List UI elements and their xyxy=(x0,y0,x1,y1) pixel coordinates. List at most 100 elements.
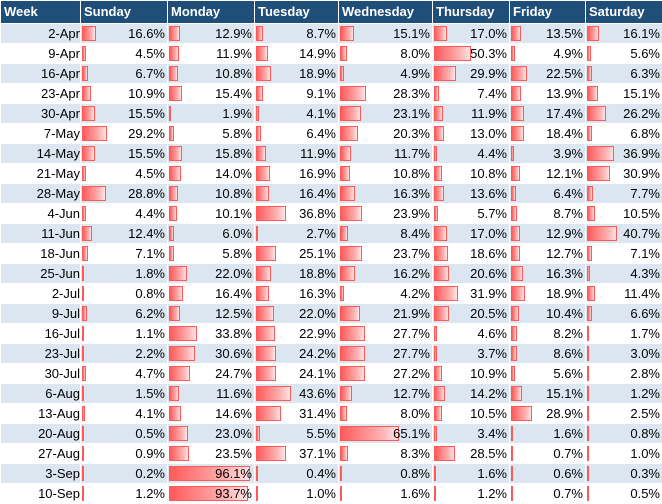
value-cell-wednesday[interactable]: 1.6% xyxy=(339,484,433,504)
week-cell[interactable]: 30-Apr xyxy=(1,104,81,124)
value-cell-thursday[interactable]: 3.4% xyxy=(433,424,510,444)
value-cell-monday[interactable]: 96.1% xyxy=(168,464,255,484)
value-cell-sunday[interactable]: 4.7% xyxy=(81,364,168,384)
value-cell-thursday[interactable]: 50.3% xyxy=(433,44,510,64)
value-cell-friday[interactable]: 15.1% xyxy=(510,384,586,404)
value-cell-sunday[interactable]: 4.5% xyxy=(81,164,168,184)
value-cell-sunday[interactable]: 4.4% xyxy=(81,204,168,224)
value-cell-thursday[interactable]: 7.4% xyxy=(433,84,510,104)
value-cell-thursday[interactable]: 14.2% xyxy=(433,384,510,404)
value-cell-thursday[interactable]: 5.7% xyxy=(433,204,510,224)
value-cell-saturday[interactable]: 6.6% xyxy=(586,304,662,324)
week-cell[interactable]: 13-Aug xyxy=(1,404,81,424)
value-cell-friday[interactable]: 13.9% xyxy=(510,84,586,104)
value-cell-wednesday[interactable]: 8.4% xyxy=(339,224,433,244)
value-cell-sunday[interactable]: 0.9% xyxy=(81,444,168,464)
col-header-friday[interactable]: Friday xyxy=(510,1,586,24)
value-cell-tuesday[interactable]: 14.9% xyxy=(255,44,339,64)
week-cell[interactable]: 11-Jun xyxy=(1,224,81,244)
value-cell-saturday[interactable]: 3.0% xyxy=(586,344,662,364)
value-cell-tuesday[interactable]: 25.1% xyxy=(255,244,339,264)
value-cell-friday[interactable]: 28.9% xyxy=(510,404,586,424)
value-cell-thursday[interactable]: 4.4% xyxy=(433,144,510,164)
col-header-monday[interactable]: Monday xyxy=(168,1,255,24)
value-cell-friday[interactable]: 12.1% xyxy=(510,164,586,184)
value-cell-tuesday[interactable]: 1.0% xyxy=(255,484,339,504)
week-cell[interactable]: 20-Aug xyxy=(1,424,81,444)
week-cell[interactable]: 23-Apr xyxy=(1,84,81,104)
value-cell-thursday[interactable]: 17.0% xyxy=(433,24,510,44)
value-cell-monday[interactable]: 14.0% xyxy=(168,164,255,184)
value-cell-saturday[interactable]: 26.2% xyxy=(586,104,662,124)
value-cell-saturday[interactable]: 0.3% xyxy=(586,464,662,484)
value-cell-thursday[interactable]: 11.9% xyxy=(433,104,510,124)
value-cell-saturday[interactable]: 4.3% xyxy=(586,264,662,284)
value-cell-friday[interactable]: 22.5% xyxy=(510,64,586,84)
week-cell[interactable]: 9-Jul xyxy=(1,304,81,324)
value-cell-thursday[interactable]: 18.6% xyxy=(433,244,510,264)
week-cell[interactable]: 10-Sep xyxy=(1,484,81,504)
week-cell[interactable]: 27-Aug xyxy=(1,444,81,464)
value-cell-monday[interactable]: 5.8% xyxy=(168,124,255,144)
week-cell[interactable]: 9-Apr xyxy=(1,44,81,64)
value-cell-thursday[interactable]: 10.9% xyxy=(433,364,510,384)
value-cell-wednesday[interactable]: 23.1% xyxy=(339,104,433,124)
value-cell-tuesday[interactable]: 9.1% xyxy=(255,84,339,104)
value-cell-saturday[interactable]: 40.7% xyxy=(586,224,662,244)
value-cell-saturday[interactable]: 2.8% xyxy=(586,364,662,384)
value-cell-monday[interactable]: 93.7% xyxy=(168,484,255,504)
value-cell-wednesday[interactable]: 8.0% xyxy=(339,404,433,424)
value-cell-monday[interactable]: 12.5% xyxy=(168,304,255,324)
value-cell-friday[interactable]: 0.7% xyxy=(510,484,586,504)
week-cell[interactable]: 2-Apr xyxy=(1,24,81,44)
value-cell-wednesday[interactable]: 23.7% xyxy=(339,244,433,264)
value-cell-saturday[interactable]: 16.1% xyxy=(586,24,662,44)
value-cell-wednesday[interactable]: 23.9% xyxy=(339,204,433,224)
value-cell-tuesday[interactable]: 18.8% xyxy=(255,264,339,284)
value-cell-friday[interactable]: 10.4% xyxy=(510,304,586,324)
value-cell-tuesday[interactable]: 22.0% xyxy=(255,304,339,324)
value-cell-tuesday[interactable]: 24.1% xyxy=(255,364,339,384)
value-cell-monday[interactable]: 16.4% xyxy=(168,284,255,304)
value-cell-monday[interactable]: 10.8% xyxy=(168,184,255,204)
value-cell-sunday[interactable]: 10.9% xyxy=(81,84,168,104)
value-cell-saturday[interactable]: 1.0% xyxy=(586,444,662,464)
value-cell-wednesday[interactable]: 65.1% xyxy=(339,424,433,444)
value-cell-thursday[interactable]: 28.5% xyxy=(433,444,510,464)
value-cell-monday[interactable]: 23.0% xyxy=(168,424,255,444)
value-cell-sunday[interactable]: 12.4% xyxy=(81,224,168,244)
value-cell-thursday[interactable]: 13.0% xyxy=(433,124,510,144)
week-cell[interactable]: 18-Jun xyxy=(1,244,81,264)
value-cell-thursday[interactable]: 1.2% xyxy=(433,484,510,504)
value-cell-monday[interactable]: 1.9% xyxy=(168,104,255,124)
value-cell-monday[interactable]: 5.8% xyxy=(168,244,255,264)
value-cell-monday[interactable]: 23.5% xyxy=(168,444,255,464)
value-cell-monday[interactable]: 15.8% xyxy=(168,144,255,164)
value-cell-monday[interactable]: 30.6% xyxy=(168,344,255,364)
value-cell-tuesday[interactable]: 36.8% xyxy=(255,204,339,224)
value-cell-thursday[interactable]: 1.6% xyxy=(433,464,510,484)
value-cell-tuesday[interactable]: 11.9% xyxy=(255,144,339,164)
value-cell-friday[interactable]: 12.9% xyxy=(510,224,586,244)
value-cell-friday[interactable]: 4.9% xyxy=(510,44,586,64)
value-cell-friday[interactable]: 18.4% xyxy=(510,124,586,144)
value-cell-saturday[interactable]: 5.6% xyxy=(586,44,662,64)
value-cell-wednesday[interactable]: 27.2% xyxy=(339,364,433,384)
value-cell-tuesday[interactable]: 0.4% xyxy=(255,464,339,484)
value-cell-friday[interactable]: 8.2% xyxy=(510,324,586,344)
value-cell-friday[interactable]: 8.7% xyxy=(510,204,586,224)
value-cell-tuesday[interactable]: 24.2% xyxy=(255,344,339,364)
value-cell-monday[interactable]: 11.9% xyxy=(168,44,255,64)
week-cell[interactable]: 21-May xyxy=(1,164,81,184)
value-cell-monday[interactable]: 33.8% xyxy=(168,324,255,344)
week-cell[interactable]: 25-Jun xyxy=(1,264,81,284)
value-cell-friday[interactable]: 1.6% xyxy=(510,424,586,444)
value-cell-tuesday[interactable]: 16.3% xyxy=(255,284,339,304)
value-cell-wednesday[interactable]: 20.3% xyxy=(339,124,433,144)
col-header-thursday[interactable]: Thursday xyxy=(433,1,510,24)
col-header-tuesday[interactable]: Tuesday xyxy=(255,1,339,24)
col-header-week[interactable]: Week xyxy=(1,1,81,24)
value-cell-wednesday[interactable]: 16.2% xyxy=(339,264,433,284)
value-cell-tuesday[interactable]: 16.4% xyxy=(255,184,339,204)
value-cell-wednesday[interactable]: 8.3% xyxy=(339,444,433,464)
